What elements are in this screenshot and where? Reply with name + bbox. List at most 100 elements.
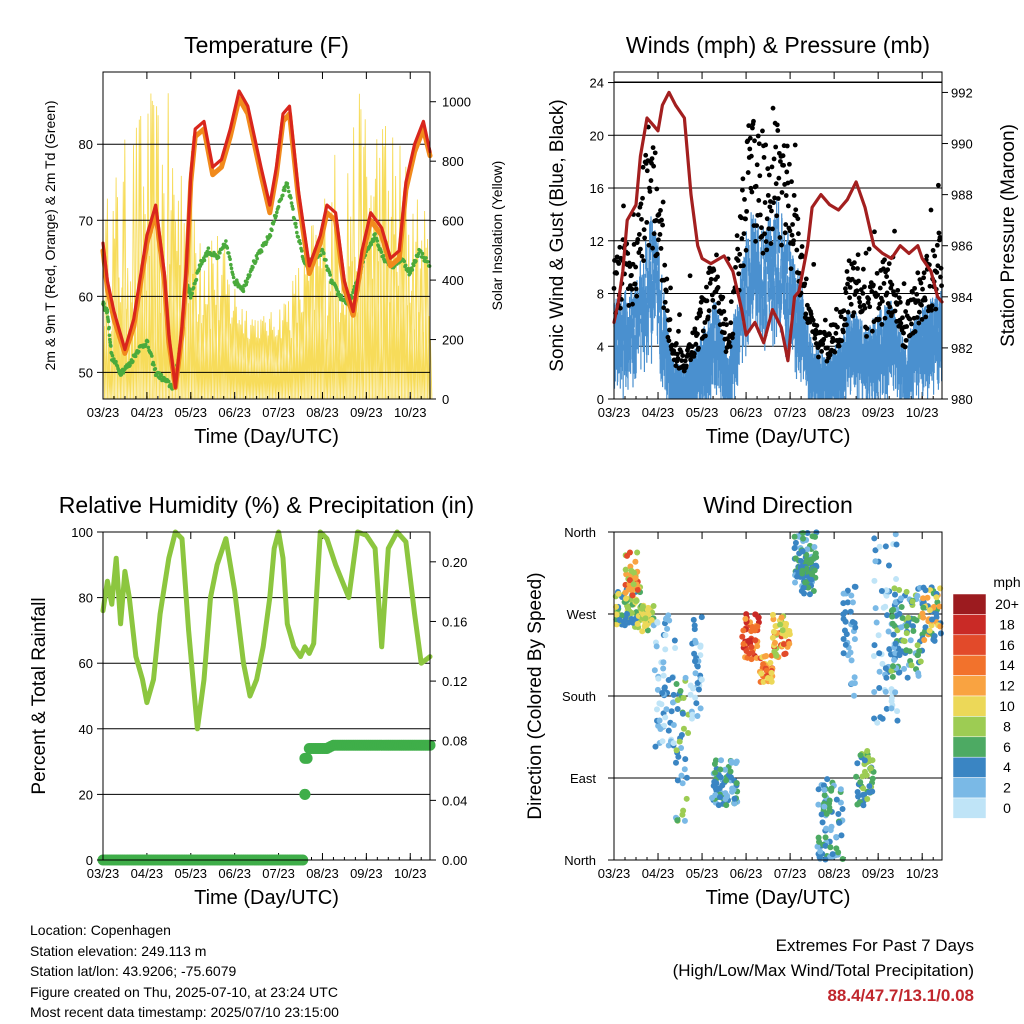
gust-point xyxy=(627,283,633,289)
x-tick-label: 07/23 xyxy=(774,866,807,881)
wind-direction-point xyxy=(851,636,858,643)
dewpoint-point xyxy=(114,359,118,364)
gust-point xyxy=(649,156,655,161)
gust-point xyxy=(785,180,791,186)
dewpoint-point xyxy=(324,264,329,269)
wind-direction-point xyxy=(854,760,861,767)
gust-point xyxy=(626,303,632,308)
wind-direction-point xyxy=(802,579,809,586)
gust-point xyxy=(885,267,891,273)
wind-direction-point xyxy=(863,772,870,779)
gust-point xyxy=(856,278,862,284)
gust-point xyxy=(790,222,795,227)
dewpoint-point xyxy=(245,280,249,284)
gust-point xyxy=(747,146,753,152)
wind-direction-point xyxy=(888,705,895,712)
wind-direction-point xyxy=(662,632,669,639)
wind-direction-point xyxy=(866,783,873,790)
dewpoint-point xyxy=(279,197,284,201)
x-tick-label: 08/23 xyxy=(818,866,851,881)
gust-point xyxy=(716,300,722,306)
gust-point xyxy=(789,232,795,238)
gust-point xyxy=(616,261,622,266)
wind-direction-point xyxy=(697,652,704,659)
dewpoint-point xyxy=(420,251,425,256)
dewpoint-point xyxy=(137,349,141,354)
wind-direction-point xyxy=(754,623,761,630)
wind-direction-point xyxy=(671,637,678,644)
y-tick-label: 100 xyxy=(71,525,93,540)
wind-direction-point xyxy=(674,777,681,784)
y-right-tick-label: 200 xyxy=(442,333,464,348)
wind-direction-point xyxy=(660,659,667,666)
gust-point xyxy=(638,246,643,252)
wind-direction-point xyxy=(882,665,889,672)
wind-direction-point xyxy=(824,776,831,783)
gust-point xyxy=(676,328,681,334)
gust-point xyxy=(799,244,805,249)
gust-point xyxy=(651,163,657,169)
wind-direction-point xyxy=(885,628,892,635)
wind-direction-point xyxy=(768,678,775,685)
gust-point xyxy=(871,282,876,288)
gust-point xyxy=(860,291,866,296)
gust-point xyxy=(845,281,850,287)
wind-direction-point xyxy=(896,669,903,676)
gust-point xyxy=(854,288,860,294)
gust-point xyxy=(629,286,635,292)
legend-label: 14 xyxy=(999,657,1015,673)
x-tick-label: 06/23 xyxy=(730,405,763,420)
x-tick-label: 07/23 xyxy=(262,866,295,881)
gust-point xyxy=(920,286,925,292)
wind-direction-point xyxy=(840,600,847,607)
wind-direction-point xyxy=(654,686,661,693)
wind-direction-point xyxy=(911,615,918,622)
wind-direction-point xyxy=(815,801,822,808)
wind-direction-point xyxy=(745,638,752,645)
wind-direction-point xyxy=(758,670,765,677)
gust-point xyxy=(760,250,766,256)
gust-point xyxy=(705,314,711,320)
wind-direction-point xyxy=(665,727,672,734)
gust-point xyxy=(643,152,649,158)
wind-direction-point xyxy=(674,817,681,824)
gust-point xyxy=(881,281,887,286)
wind-direction-point xyxy=(871,642,878,649)
wind-direction-point xyxy=(673,681,680,688)
gust-point xyxy=(640,164,646,170)
gust-point xyxy=(727,344,733,349)
dewpoint-point xyxy=(299,249,304,253)
wind-direction-point xyxy=(933,610,940,617)
wind-direction-point xyxy=(889,673,896,680)
gust-point xyxy=(845,309,851,315)
wind-direction-point xyxy=(848,657,855,664)
legend-swatch xyxy=(952,634,987,656)
gust-point xyxy=(827,332,832,338)
gust-point xyxy=(912,329,918,334)
wind-direction-point xyxy=(893,541,900,548)
wind-direction-point xyxy=(826,807,833,814)
wind-direction-point xyxy=(682,674,689,681)
wind-direction-point xyxy=(717,794,724,801)
legend-swatch xyxy=(952,593,987,615)
x-tick-label: 04/23 xyxy=(131,866,164,881)
wind-direction-point xyxy=(723,802,730,809)
gust-point xyxy=(918,280,924,286)
dewpoint-point xyxy=(228,257,232,261)
wind-direction-point xyxy=(768,669,775,676)
gust-point xyxy=(706,308,712,314)
gust-point xyxy=(816,354,821,360)
wind-direction-point xyxy=(728,759,735,766)
wind-direction-point xyxy=(746,650,753,657)
x-axis-label: Time (Day/UTC) xyxy=(706,426,851,448)
gust-point xyxy=(779,242,784,248)
wind-direction-point xyxy=(840,650,847,657)
x-axis-label: Time (Day/UTC) xyxy=(706,887,851,909)
dewpoint-point xyxy=(336,290,341,294)
wind-direction-point xyxy=(914,592,921,599)
dewpoint-point xyxy=(128,363,132,368)
dewpoint-point xyxy=(146,345,151,350)
y-tick-label: East xyxy=(570,771,596,786)
gust-point xyxy=(654,251,660,257)
wind-direction-point xyxy=(769,634,776,641)
